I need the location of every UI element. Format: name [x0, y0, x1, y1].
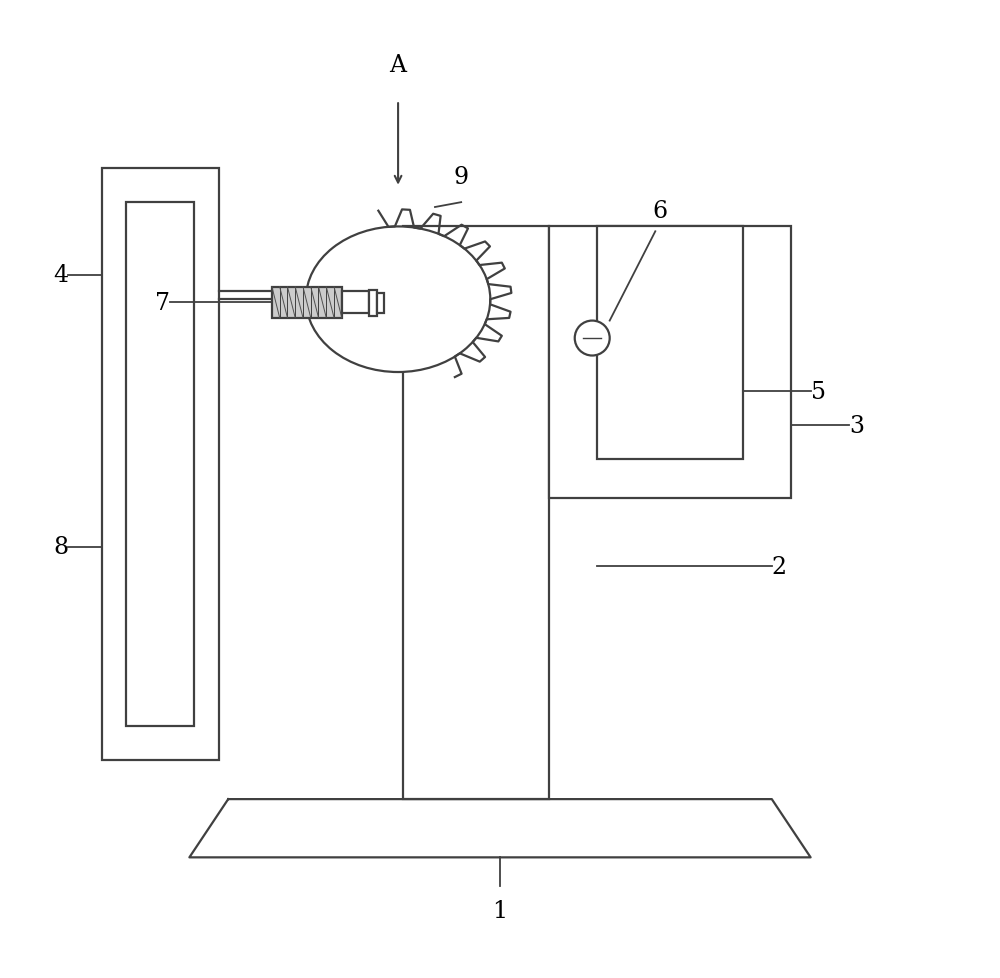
Text: 2: 2	[772, 556, 787, 578]
Bar	[342, 292, 369, 314]
Bar	[102, 169, 219, 761]
Bar	[377, 294, 384, 314]
Bar	[597, 227, 743, 460]
Text: 6: 6	[653, 200, 668, 222]
Text: 1: 1	[492, 900, 508, 922]
Text: 7: 7	[155, 291, 170, 314]
Text: 8: 8	[53, 536, 68, 558]
Bar	[126, 203, 194, 727]
Polygon shape	[189, 799, 811, 858]
Text: 3: 3	[849, 415, 864, 437]
Bar	[403, 227, 549, 799]
Text: 4: 4	[53, 264, 68, 288]
Text: 9: 9	[454, 165, 469, 189]
Circle shape	[575, 321, 610, 356]
Bar	[272, 288, 342, 318]
Ellipse shape	[306, 227, 490, 373]
Text: 5: 5	[811, 380, 826, 404]
Text: A: A	[390, 54, 407, 77]
Bar	[369, 290, 377, 317]
Bar	[549, 227, 791, 499]
